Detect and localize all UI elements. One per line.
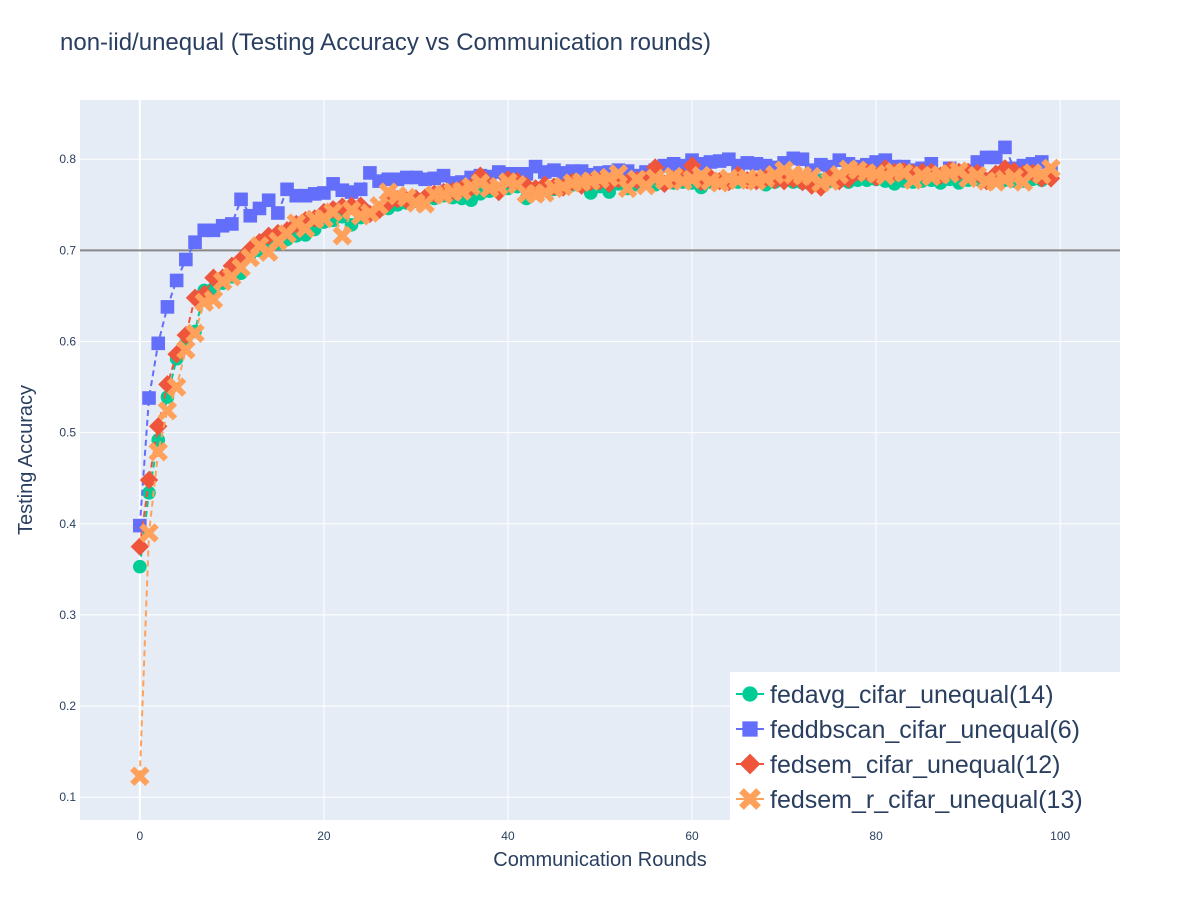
legend-marker (739, 788, 761, 810)
legend-box (730, 672, 1120, 822)
data-point (149, 417, 168, 436)
data-point (922, 162, 941, 182)
y-tick-labels: 0.1 0.2 0.3 0.4 0.5 0.6 0.7 0.8 (59, 152, 76, 804)
data-point (225, 217, 239, 231)
data-point (903, 163, 923, 183)
data-point (271, 206, 285, 220)
y-tick-label: 0.4 (59, 517, 76, 531)
data-point (784, 170, 803, 189)
y-tick-label: 0.8 (59, 152, 76, 166)
legend-item[interactable]: feddbscan_cifar_unequal(6) (736, 716, 1080, 744)
x-tick-label: 0 (136, 829, 143, 843)
x-tick-label: 20 (317, 829, 331, 843)
legend-item[interactable]: fedsem_cifar_unequal(12) (736, 751, 1060, 779)
data-point (692, 172, 711, 192)
data-point (158, 375, 177, 394)
legend-marker (739, 753, 761, 775)
data-point (535, 175, 554, 194)
data-point (830, 171, 849, 191)
data-point (998, 140, 1012, 155)
data-point (234, 192, 248, 207)
data-point (608, 164, 629, 184)
data-point (157, 401, 178, 421)
x-tick-label: 40 (501, 829, 515, 843)
data-point (185, 288, 205, 307)
data-point (148, 442, 168, 462)
data-point (995, 159, 1015, 178)
data-point (839, 170, 858, 189)
data-point (765, 171, 785, 190)
chart-title: non-iid/unequal (Testing Accuracy vs Com… (60, 29, 711, 56)
data-point (353, 182, 368, 197)
x-tick-labels: 0 20 40 60 80 100 (136, 829, 1070, 843)
data-point (203, 289, 224, 310)
y-tick-label: 0.7 (59, 243, 76, 257)
y-tick-label: 0.1 (59, 790, 76, 804)
data-point (332, 226, 353, 246)
legend-marker (742, 721, 758, 737)
legend-label: feddbscan_cifar_unequal(6) (770, 716, 1080, 744)
data-point (160, 300, 175, 314)
data-point (185, 323, 205, 344)
legend: fedavg_cifar_unequal(14) feddbscan_cifar_… (730, 672, 1120, 822)
x-tick-label: 80 (869, 829, 883, 843)
data-point (169, 273, 184, 288)
data-point (139, 523, 159, 543)
data-point (142, 391, 156, 405)
data-point (151, 336, 166, 351)
data-point (646, 158, 665, 177)
legend-label: fedsem_cifar_unequal(12) (770, 751, 1060, 779)
data-point (133, 559, 147, 574)
data-point (1041, 158, 1061, 179)
series-group (130, 140, 1061, 786)
data-point (130, 537, 150, 556)
data-point (600, 174, 619, 194)
x-axis-label: Communication Rounds (493, 849, 706, 871)
data-point (188, 235, 202, 249)
data-point (369, 196, 389, 216)
data-point (166, 377, 187, 397)
y-tick-label: 0.6 (59, 335, 76, 349)
data-point (261, 193, 276, 208)
legend-label: fedavg_cifar_unequal(14) (770, 681, 1054, 709)
y-axis-label: Testing Accuracy (15, 385, 37, 535)
series-fedsem-r-cifar-unequal-13- (130, 158, 1061, 786)
x-tick-label: 100 (1050, 829, 1070, 843)
y-tick-label: 0.2 (59, 699, 76, 713)
data-point (176, 340, 196, 360)
data-point (795, 152, 810, 167)
legend-item[interactable]: fedsem_r_cifar_unequal(13) (736, 786, 1083, 814)
legend-item[interactable]: fedavg_cifar_unequal(14) (736, 681, 1054, 709)
y-tick-label: 0.5 (59, 426, 76, 440)
legend-marker (742, 686, 758, 702)
data-point (811, 178, 831, 197)
data-point (179, 252, 193, 267)
data-point (130, 766, 150, 786)
y-tick-label: 0.3 (59, 608, 76, 622)
data-point (323, 202, 343, 222)
data-point (167, 345, 186, 364)
data-point (609, 170, 628, 189)
legend-label: fedsem_r_cifar_unequal(13) (770, 786, 1083, 814)
data-point (1014, 164, 1033, 184)
x-tick-label: 60 (685, 829, 699, 843)
grid-lines (80, 100, 1120, 820)
data-point (139, 470, 159, 490)
